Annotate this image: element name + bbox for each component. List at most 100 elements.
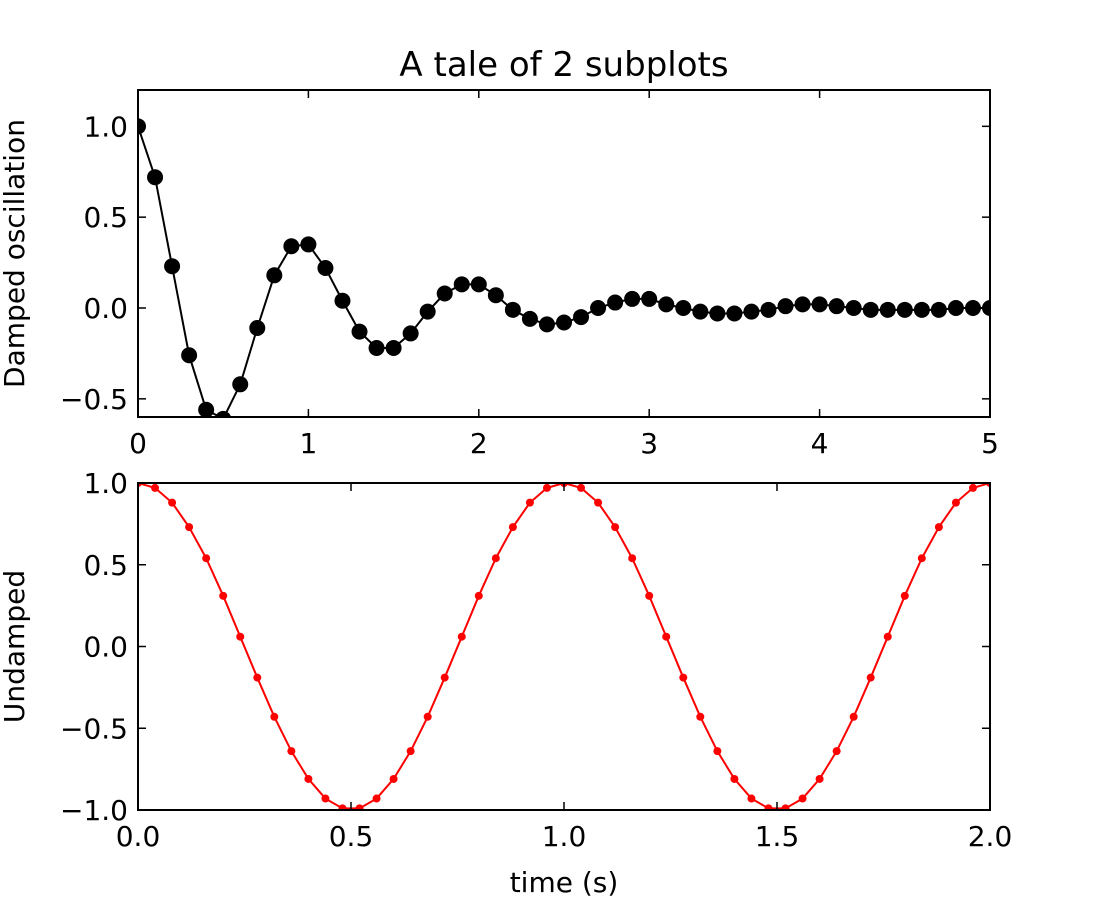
chart-title: A tale of 2 subplots (399, 45, 728, 85)
data-point (253, 673, 262, 682)
data-point (164, 258, 181, 275)
data-point (696, 712, 705, 721)
data-point (730, 774, 739, 783)
x-tick-label: 0 (129, 427, 147, 460)
data-point (215, 410, 231, 417)
axes-frame (137, 482, 991, 811)
data-point (556, 314, 572, 331)
data-point (777, 298, 794, 315)
data-point (828, 298, 845, 315)
data-point (236, 632, 245, 641)
data-point (794, 296, 811, 313)
data-point (436, 285, 453, 302)
data-point (317, 260, 334, 277)
y-tick-label: −0.5 (60, 383, 128, 416)
y-tick-label: 0.5 (83, 549, 128, 582)
data-point (658, 296, 675, 313)
data-point (896, 301, 913, 318)
y-tick-label: −1.0 (60, 794, 128, 827)
y-tick-label: 0.5 (83, 201, 128, 234)
x-tick-label: 3 (640, 427, 658, 460)
x-tick-label: 2.0 (968, 820, 1013, 853)
data-point (611, 523, 620, 532)
data-point (641, 290, 658, 307)
data-point (321, 794, 330, 803)
data-point (760, 301, 777, 318)
data-point (930, 301, 947, 318)
data-point (542, 483, 551, 492)
data-point (508, 523, 517, 532)
y-axis-label: Undamped (0, 570, 31, 723)
data-point (151, 483, 160, 492)
data-point (692, 303, 709, 320)
x-axis-label: time (s) (510, 866, 619, 899)
y-tick-label: 0.0 (83, 292, 128, 325)
x-tick-label: 1 (299, 427, 317, 460)
data-point (709, 305, 726, 322)
y-axis-label: Damped oscillation (0, 119, 31, 388)
x-tick-label: 1.5 (755, 820, 800, 853)
series-line (138, 126, 990, 417)
data-point (577, 483, 586, 492)
x-tick-label: 5 (981, 427, 999, 460)
data-point (266, 267, 283, 284)
data-point (573, 309, 590, 326)
data-point (389, 774, 398, 783)
data-point (947, 300, 964, 316)
data-point (185, 523, 194, 532)
data-point (628, 554, 637, 563)
y-tick-label: −0.5 (60, 712, 128, 745)
data-point (934, 523, 943, 532)
data-point (862, 301, 879, 318)
data-point (198, 401, 215, 417)
y-tick-label: 0.0 (83, 631, 128, 664)
data-point (334, 292, 351, 309)
data-point (900, 591, 909, 600)
data-point (675, 300, 692, 316)
data-point (590, 300, 607, 316)
data-point (470, 276, 487, 293)
data-point (372, 794, 381, 803)
data-point (487, 287, 504, 304)
data-point (624, 290, 641, 307)
data-point (747, 794, 756, 803)
data-point (645, 591, 654, 600)
data-point (951, 498, 960, 507)
data-point (726, 305, 743, 322)
data-point (849, 712, 858, 721)
data-point (423, 712, 432, 721)
x-tick-label: 4 (811, 427, 829, 460)
data-point (917, 554, 926, 563)
data-point (594, 498, 603, 507)
data-point (300, 236, 317, 253)
data-point (879, 301, 896, 318)
data-point (743, 303, 760, 320)
data-point (368, 339, 385, 356)
top-subplot: 0 1 2 3 4 5 1.0 0.5 0.0 −0.5 Damped oscillation (0, 89, 999, 460)
data-point (457, 632, 466, 641)
data-point (845, 300, 862, 316)
data-point (355, 804, 364, 810)
data-point (287, 747, 296, 756)
data-point (304, 774, 313, 783)
data-point (402, 325, 419, 342)
series-line (138, 483, 990, 810)
y-tick-label: 1.0 (83, 110, 128, 143)
data-point (866, 673, 875, 682)
data-point (832, 747, 841, 756)
data-point (662, 632, 671, 641)
data-point (968, 483, 977, 492)
data-point (283, 238, 300, 255)
data-point (453, 276, 470, 293)
data-point (168, 498, 177, 507)
data-point (781, 804, 790, 810)
data-point (521, 310, 538, 327)
x-tick-label: 0.0 (116, 820, 161, 853)
data-point (607, 294, 624, 311)
data-point (419, 303, 436, 320)
axes-frame (137, 89, 991, 418)
data-point (964, 300, 981, 316)
data-point (181, 347, 198, 364)
data-point (815, 774, 824, 783)
